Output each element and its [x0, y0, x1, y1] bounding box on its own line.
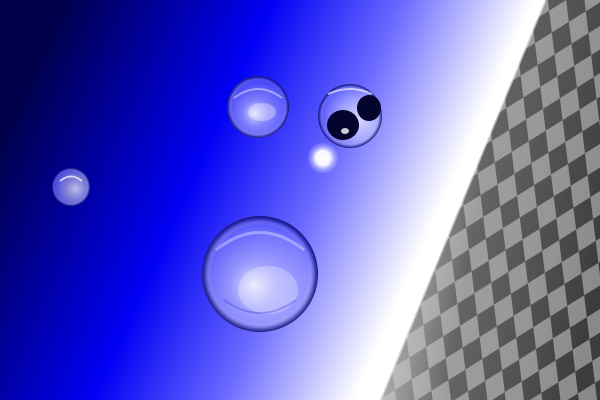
light-source — [307, 142, 339, 174]
upper-middle-sphere — [227, 76, 289, 138]
upper-right-sphere — [318, 84, 382, 148]
large-center-sphere — [202, 216, 318, 332]
small-left-sphere — [52, 168, 90, 206]
checkered-floor — [378, 0, 600, 400]
